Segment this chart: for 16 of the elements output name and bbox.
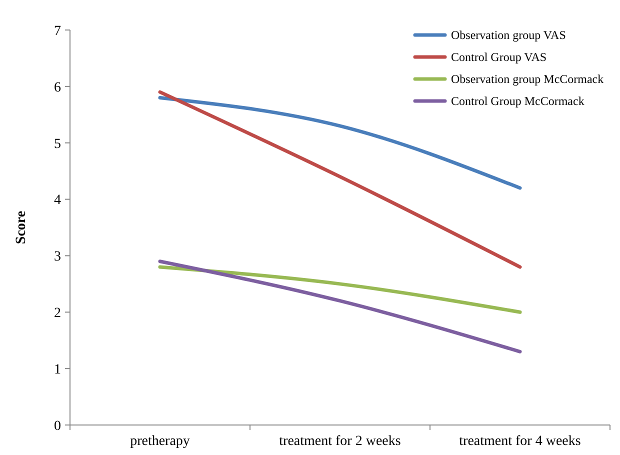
legend-label: Observation group VAS [451, 28, 566, 42]
y-tick-label: 1 [54, 362, 61, 378]
y-tick-label: 5 [54, 136, 61, 152]
y-tick-label: 4 [54, 193, 61, 208]
y-tick-label: 7 [54, 24, 61, 39]
y-axis-title: Score [14, 210, 29, 244]
y-tick-label: 6 [54, 80, 61, 96]
legend-label: Observation group McCormack [451, 72, 604, 86]
x-tick-label: treatment for 2 weeks [279, 434, 401, 449]
y-tick-label: 2 [54, 306, 61, 322]
legend-label: Control Group VAS [451, 50, 547, 64]
y-tick-label: 3 [54, 250, 61, 265]
y-tick-label: 0 [54, 418, 61, 434]
legend-label: Control Group McCormack [451, 94, 584, 108]
x-tick-label: treatment for 4 weeks [459, 434, 581, 449]
x-tick-label: pretherapy [130, 434, 190, 449]
